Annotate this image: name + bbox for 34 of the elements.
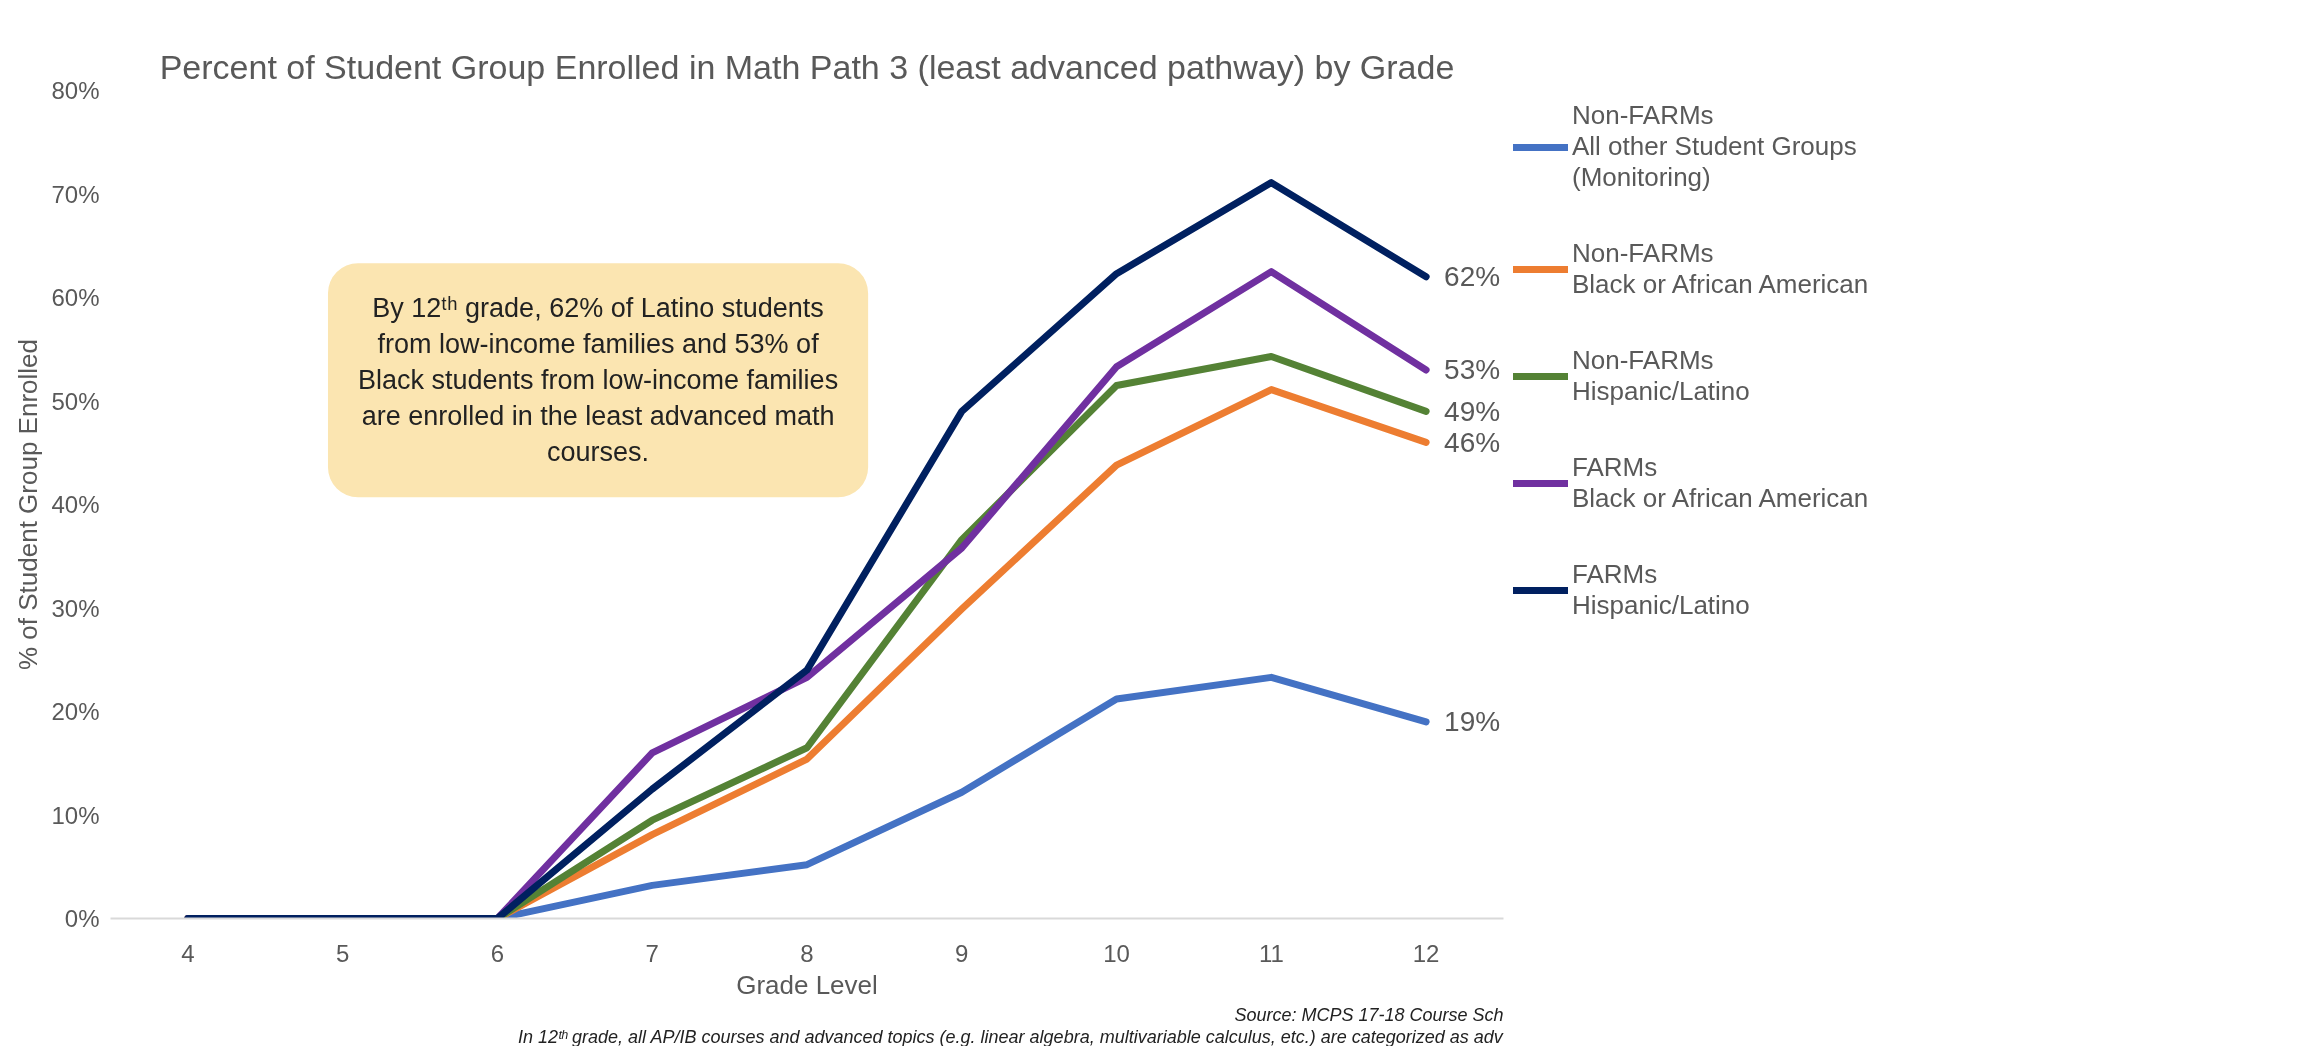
legend-label: FARMs Black or African American [1572,452,1869,514]
x-tick-label: 4 [181,939,195,967]
x-axis-title: Grade Level [736,969,878,1000]
data-label: 62% [1444,261,1501,293]
data-label: 19% [1444,706,1501,738]
x-tick-label: 6 [490,939,505,967]
data-label: 49% [1444,395,1501,427]
y-tick-label: 60% [51,284,100,311]
y-tick-label: 80% [51,77,100,104]
x-tick-label: 7 [645,939,659,967]
legend-label: Non-FARMs All other Student Groups (Monitoring) [1572,100,1857,193]
y-tick-label: 20% [51,698,100,725]
y-axis-title: % of Student Group Enrolled [13,339,44,670]
chart-title: Percent of Student Group Enrolled in Math Path 3 (least advanced pathway) by Grade [159,47,1455,86]
x-tick-label: 10 [1103,939,1130,967]
y-tick-label: 0% [64,905,100,932]
data-label: 46% [1444,426,1501,458]
x-tick-label: 11 [1258,939,1284,967]
y-tick-label: 50% [51,387,100,415]
x-tick-label: 5 [335,939,350,967]
y-tick-label: 40% [51,491,100,518]
annotation: By 12ᵗʰ grade, 62% of Latino students from low-income families and 53% of Black students from low-income families are enrolled in the least advanced math courses. [357,293,839,468]
source-note: Source: MCPS 17-18 Course Sch [1234,1004,1504,1025]
x-tick-label: 12 [1412,939,1440,967]
y-tick-label: 70% [51,180,100,208]
x-tick-label: 8 [800,939,814,967]
x-tick-label: 9 [955,939,969,967]
legend-label: Non-FARMs Hispanic/Latino [1572,345,1750,407]
y-tick-label: 10% [51,801,100,829]
legend-label: Non-FARMs Black or African American [1572,238,1869,300]
text: In 12ᵗʰ grade, all AP/IB courses and advanced topics (e.g. linear algebra, multivariable calculus, etc.) are categorized as adv [517,1026,1504,1046]
data-label: 53% [1444,354,1501,386]
y-tick-label: 30% [51,594,100,622]
legend-label: FARMs Hispanic/Latino [1572,559,1750,621]
